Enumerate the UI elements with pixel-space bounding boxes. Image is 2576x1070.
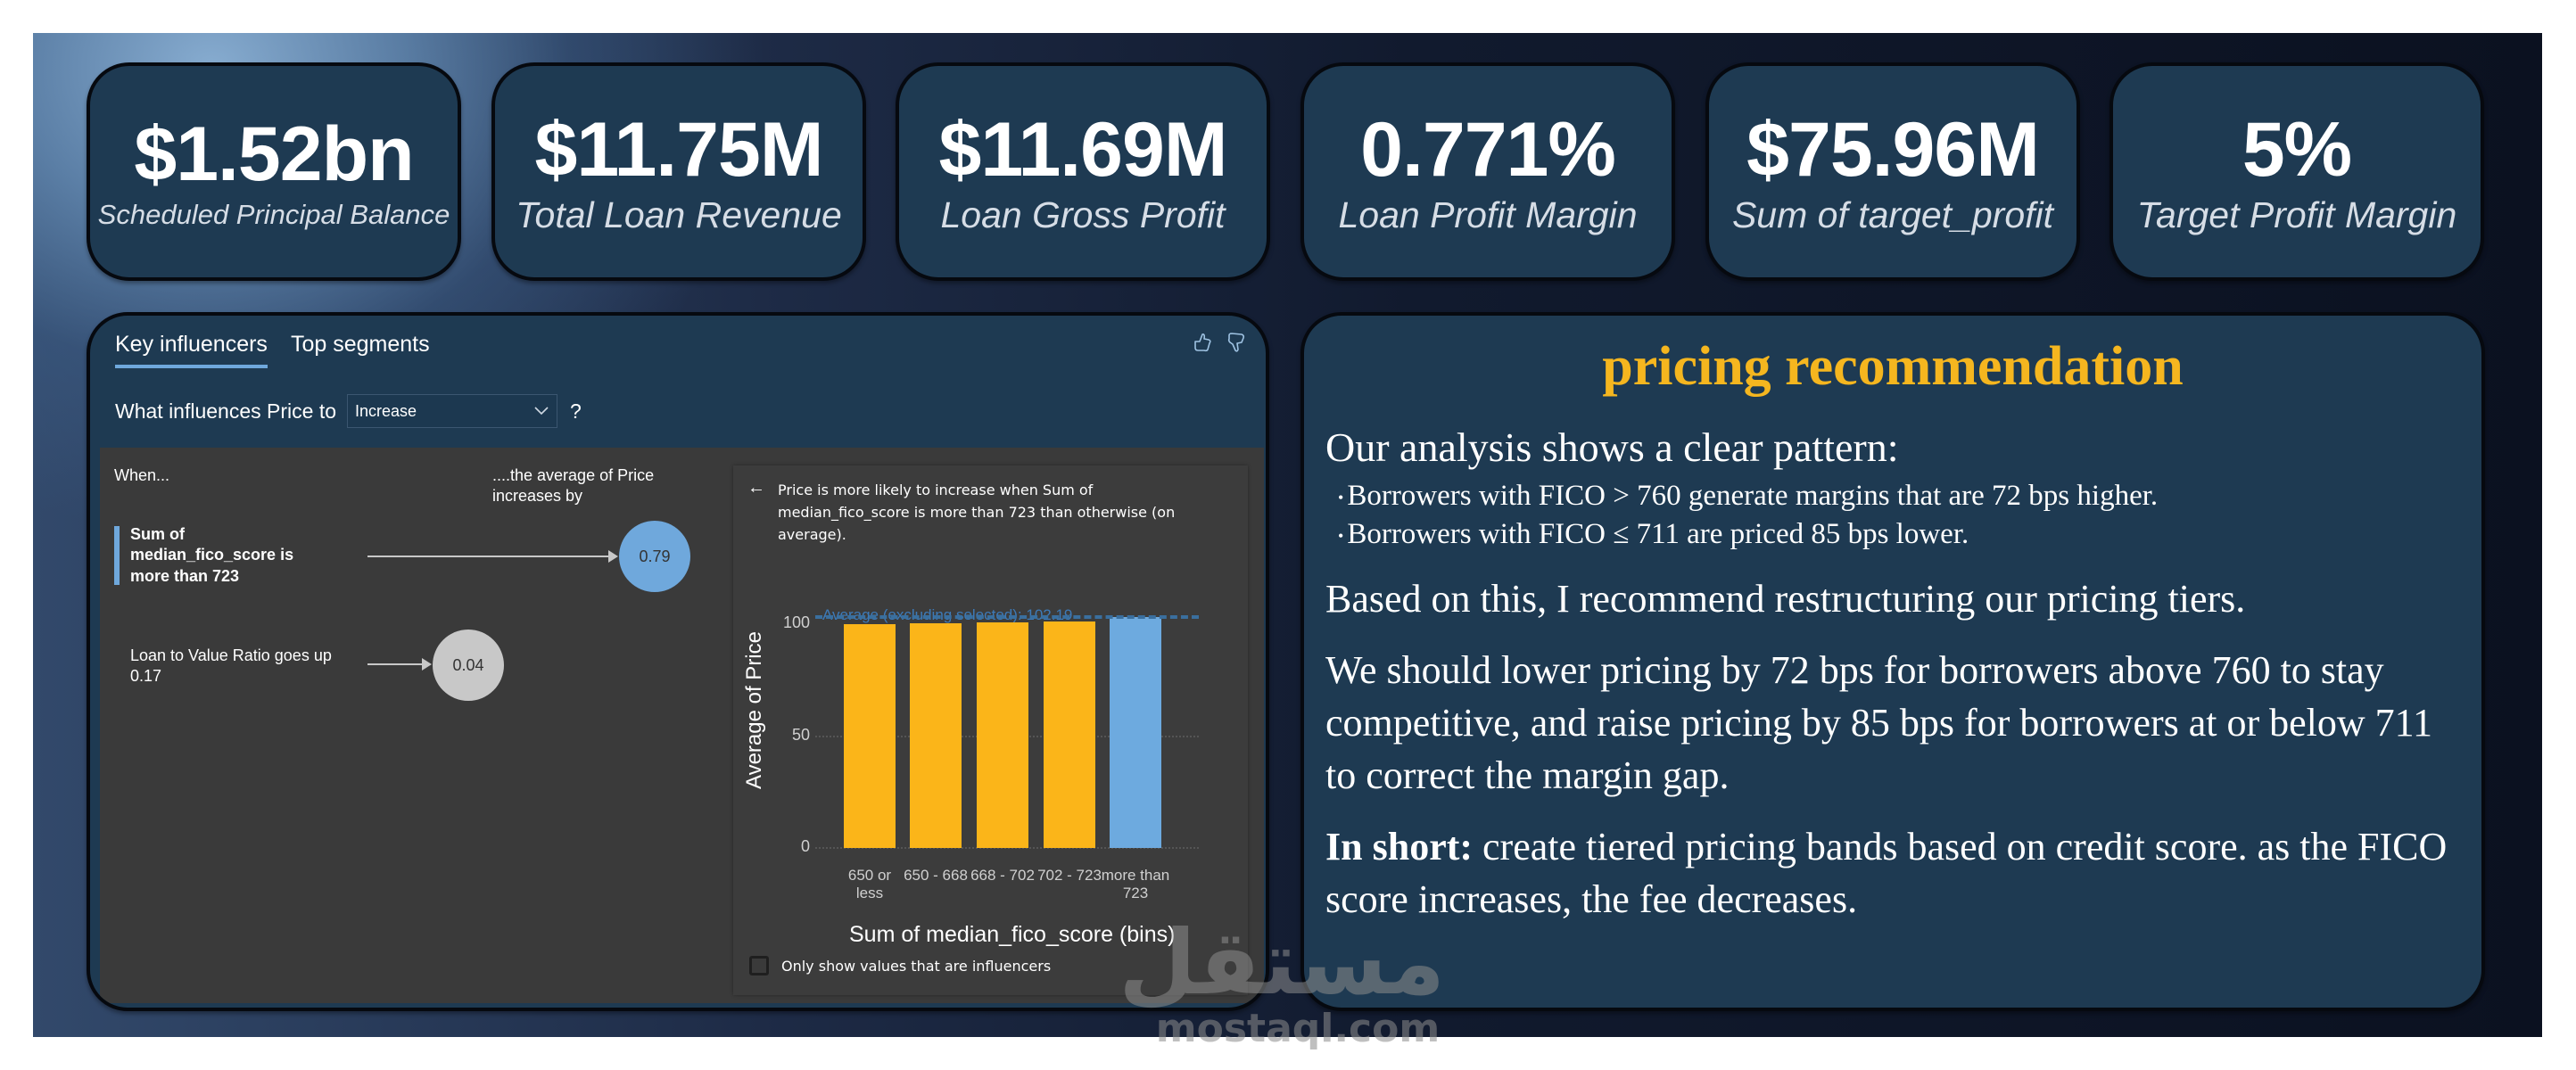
bar-more-than-723[interactable] [1110, 617, 1161, 848]
y-tick-0: 0 [800, 837, 810, 855]
average-line-label: Average (excluding selected): 102.19 [822, 606, 1073, 623]
recommendation-paragraph: Based on this, I recommend restructuring… [1325, 576, 2246, 621]
kpi-card-loan-gross-profit[interactable]: $11.69M Loan Gross Profit [896, 62, 1270, 281]
kpi-card-loan-profit-margin[interactable]: 0.771% Loan Profit Margin [1300, 62, 1675, 281]
x-axis-label: Sum of median_fico_score (bins) [849, 922, 1176, 947]
y-tick-50: 50 [791, 726, 810, 744]
chevron-down-icon [533, 402, 549, 421]
summary-prefix: In short: [1325, 825, 1474, 869]
arrow-head-icon [422, 658, 432, 671]
kpi-value: 5% [2242, 106, 2352, 193]
y-tick-100: 100 [782, 613, 810, 631]
influencers-only-checkbox[interactable] [749, 956, 769, 975]
kpi-label: Scheduled Principal Balance [97, 199, 450, 231]
influencers-only-option: Only show values that are influencers [749, 956, 1051, 975]
kpi-label: Sum of target_profit [1731, 193, 2054, 235]
y-axis-label: Average of Price [742, 631, 766, 789]
summary-text: create tiered pricing bands based on cre… [1325, 825, 2448, 921]
kpi-label: Target Profit Margin [2136, 193, 2457, 235]
influencers-area: When... ....the average of Price increas… [100, 448, 1264, 1003]
findings-list: Borrowers with FICO > 760 generate margi… [1338, 477, 2467, 554]
visual-tabs: Key influencers Top segments [115, 332, 430, 368]
pricing-recommendation-panel: pricing recommendation Our analysis show… [1300, 312, 2485, 1011]
column-header-effect: ....the average of Price increases by [492, 466, 655, 506]
arrow-connector [367, 663, 423, 665]
kpi-value: $11.69M [938, 106, 1228, 193]
direction-dropdown[interactable]: Increase [347, 394, 558, 428]
kpi-value: 0.771% [1360, 106, 1616, 193]
grid-line-0 [815, 847, 1199, 849]
bar-650-or-less[interactable] [844, 624, 896, 848]
selected-indicator [114, 526, 120, 585]
kpi-value: $1.52bn [134, 111, 414, 198]
thumbs-down-icon[interactable] [1226, 332, 1246, 358]
question-mark: ? [570, 399, 582, 423]
question-prefix: What influences Price to [115, 399, 337, 423]
finding-item: Borrowers with FICO ≤ 711 are priced 85 … [1338, 515, 2467, 554]
price-by-fico-bin-chart: Average (excluding selected): 102.19 100… [733, 465, 1248, 995]
x-category-label: 668 - 702 [970, 867, 1035, 884]
influencer-detail-pane: ← Price is more likely to increase when … [733, 465, 1248, 995]
recommendation-title: pricing recommendation [1602, 336, 2184, 397]
kpi-card-sum-target-profit[interactable]: $75.96M Sum of target_profit [1705, 62, 2080, 281]
tab-top-segments[interactable]: Top segments [290, 332, 430, 357]
kpi-value: $11.75M [534, 106, 824, 193]
column-header-when: When... [114, 466, 170, 484]
dropdown-value: Increase [355, 401, 417, 420]
influencer-item-ltv[interactable]: Loan to Value Ratio goes up 0.17 [130, 646, 332, 686]
finding-item: Borrowers with FICO > 760 generate margi… [1338, 477, 2467, 515]
arrow-head-icon [608, 550, 618, 563]
kpi-card-scheduled-principal-balance[interactable]: $1.52bn Scheduled Principal Balance [87, 62, 461, 281]
kpi-label: Total Loan Revenue [516, 193, 842, 235]
recommendation-body: Our analysis shows a clear pattern: Borr… [1325, 423, 2467, 926]
feedback-buttons [1193, 332, 1246, 358]
kpi-label: Loan Gross Profit [940, 193, 1226, 235]
recommendation-lead: Our analysis shows a clear pattern: [1325, 424, 1899, 470]
kpi-card-target-profit-margin[interactable]: 5% Target Profit Margin [2110, 62, 2484, 281]
recommendation-paragraph: We should lower pricing by 72 bps for bo… [1325, 648, 2433, 797]
kpi-value: $75.96M [1746, 106, 2040, 193]
arrow-connector [367, 556, 610, 557]
dashboard-canvas: $1.52bn Scheduled Principal Balance $11.… [33, 33, 2542, 1037]
bar-668-702[interactable] [977, 622, 1028, 848]
key-influencers-visual: Key influencers Top segments What influe… [87, 312, 1269, 1011]
bar-702-723[interactable] [1044, 621, 1095, 848]
x-category-label: more than 723 [1101, 867, 1170, 902]
bar-650-668[interactable] [910, 623, 962, 848]
influence-bubble[interactable]: 0.04 [433, 630, 504, 701]
kpi-label: Loan Profit Margin [1338, 193, 1638, 235]
back-arrow-icon[interactable]: ← [747, 478, 765, 498]
x-category-label: 650 - 668 [904, 867, 968, 884]
checkbox-label: Only show values that are influencers [781, 957, 1052, 975]
kpi-card-total-loan-revenue[interactable]: $11.75M Total Loan Revenue [491, 62, 866, 281]
detail-description: Price is more likely to increase when Su… [778, 482, 1176, 543]
average-reference-line [815, 615, 1199, 619]
x-category-label: 650 or less [847, 867, 892, 902]
tab-key-influencers[interactable]: Key influencers [115, 332, 268, 368]
influence-bubble[interactable]: 0.79 [619, 521, 690, 592]
analysis-question: What influences Price to Increase ? [115, 394, 582, 428]
recommendation-summary: In short: create tiered pricing bands ba… [1325, 821, 2467, 926]
x-category-label: 702 - 723 [1037, 867, 1102, 884]
thumbs-up-icon[interactable] [1193, 332, 1212, 358]
influencer-item-fico[interactable]: Sum of median_fico_score is more than 72… [130, 525, 294, 585]
